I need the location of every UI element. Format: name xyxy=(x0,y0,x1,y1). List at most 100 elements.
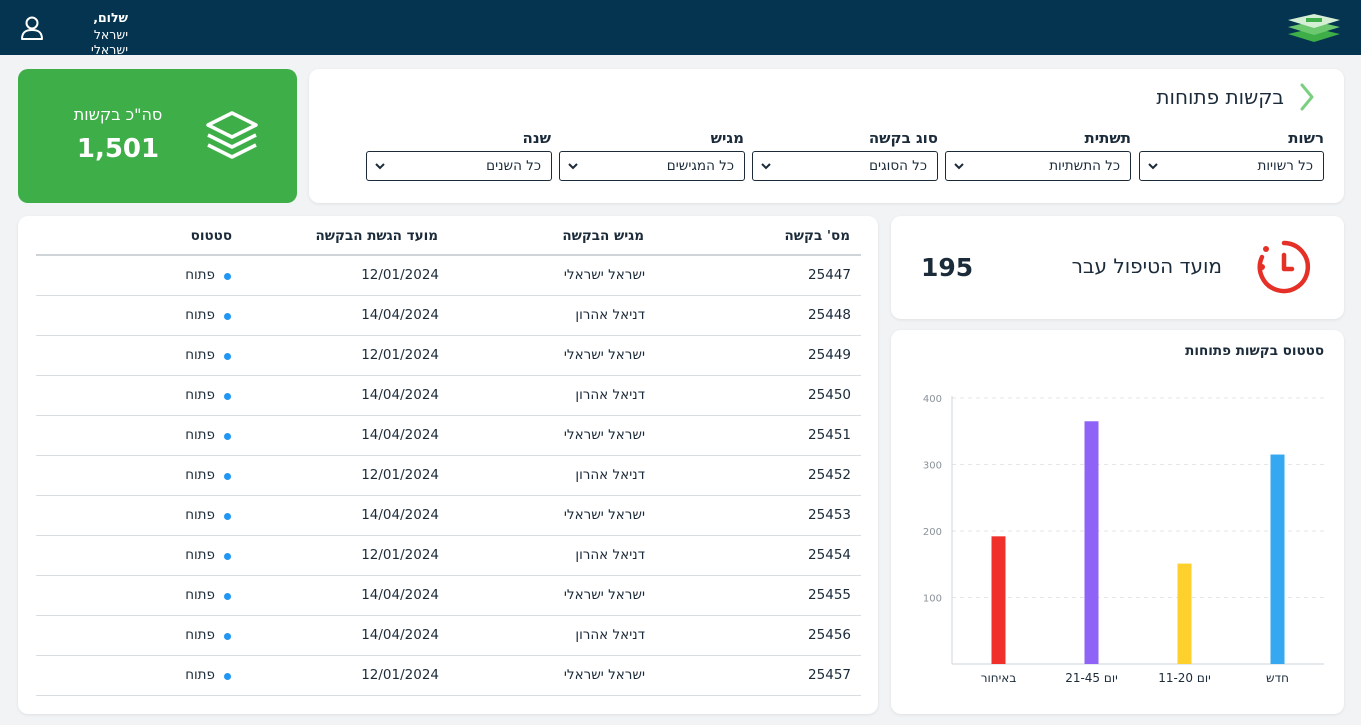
status-text: פתוח xyxy=(185,467,215,483)
status-dot xyxy=(224,473,231,480)
chart-title: סטטוס בקשות פתוחות xyxy=(1185,343,1324,359)
overdue-label: מועד הטיפול עבר xyxy=(1071,254,1222,278)
y-tick-label: 100 xyxy=(923,594,942,605)
requests-table: מס' בקשה מגיש הבקשה מועד הגשת הבקשה סטטו… xyxy=(18,216,878,714)
request-id: 25449 xyxy=(808,347,851,363)
infrastructure-select[interactable]: כל התשתיות xyxy=(945,151,1131,181)
overdue-value: 195 xyxy=(921,253,974,282)
bar xyxy=(1084,421,1099,664)
submitter-name: ישראל ישראלי xyxy=(563,267,645,283)
table-row[interactable]: 25449 ישראל ישראלי 12/01/2024 פתוח xyxy=(36,336,861,376)
table-row[interactable]: 25452 דניאל אהרון 12/01/2024 פתוח xyxy=(36,456,861,496)
x-tick-label: 21-45 יום xyxy=(1065,671,1118,685)
submission-date: 12/01/2024 xyxy=(361,347,439,363)
table-row[interactable]: 25456 דניאל אהרון 14/04/2024 פתוח xyxy=(36,616,861,656)
status-dot xyxy=(224,433,231,440)
status-text: פתוח xyxy=(185,627,215,643)
submission-date: 12/01/2024 xyxy=(361,667,439,683)
request-id: 25454 xyxy=(808,547,851,563)
submission-date: 12/01/2024 xyxy=(361,267,439,283)
submitter-name: ישראל ישראלי xyxy=(563,587,645,603)
submitter-name: דניאל אהרון xyxy=(575,387,645,403)
table-row[interactable]: 25451 ישראל ישראלי 14/04/2024 פתוח xyxy=(36,416,861,456)
top-bar: שלום, ישראל ישראלי xyxy=(0,0,1361,57)
chevron-down-icon xyxy=(375,163,385,170)
status-chart-card: סטטוס בקשות פתוחות 100 200 300 400 באיחור 21-… xyxy=(891,330,1344,714)
submission-date: 14/04/2024 xyxy=(361,507,439,523)
filter-label-year: שנה xyxy=(522,129,551,147)
bar xyxy=(1270,454,1285,664)
table-row[interactable]: 25457 ישראל ישראלי 12/01/2024 פתוח xyxy=(36,656,861,696)
chevron-down-icon xyxy=(568,163,578,170)
request-id: 25455 xyxy=(808,587,851,603)
request-id: 25447 xyxy=(808,267,851,283)
request-id: 25452 xyxy=(808,467,851,483)
table-row[interactable]: 25455 ישראל ישראלי 14/04/2024 פתוח xyxy=(36,576,861,616)
column-header-submitter[interactable]: מגיש הבקשה xyxy=(562,228,644,244)
status-text: פתוח xyxy=(185,307,215,323)
table-row[interactable]: 25448 דניאל אהרון 14/04/2024 פתוח xyxy=(36,296,861,336)
status-dot xyxy=(224,353,231,360)
table-row[interactable]: 25450 דניאל אהרון 14/04/2024 פתוח xyxy=(36,376,861,416)
status-text: פתוח xyxy=(185,267,215,283)
x-tick-label: באיחור xyxy=(981,671,1017,685)
submitter-name: דניאל אהרון xyxy=(575,307,645,323)
username-text: ישראל ישראלי xyxy=(91,27,128,57)
total-requests-label: סה"כ בקשות xyxy=(73,105,163,124)
status-text: פתוח xyxy=(185,427,215,443)
request-id: 25453 xyxy=(808,507,851,523)
authority-select[interactable]: כל רשויות xyxy=(1139,151,1324,181)
request-id: 25451 xyxy=(808,427,851,443)
table-row[interactable]: 25454 דניאל אהרון 12/01/2024 פתוח xyxy=(36,536,861,576)
request-type-select[interactable]: כל הסוגים xyxy=(752,151,938,181)
request-id: 25450 xyxy=(808,387,851,403)
chevron-down-icon xyxy=(761,163,771,170)
year-select[interactable]: כל השנים xyxy=(366,151,552,181)
request-id: 25457 xyxy=(808,667,851,683)
select-value: כל השנים xyxy=(486,158,541,174)
layers-icon xyxy=(206,111,258,159)
column-header-status[interactable]: סטטוס xyxy=(190,228,232,244)
status-text: פתוח xyxy=(185,347,215,363)
status-dot xyxy=(224,673,231,680)
filter-label-submitter: מגיש xyxy=(710,129,744,147)
bar xyxy=(1177,563,1192,664)
submitter-name: דניאל אהרון xyxy=(575,467,645,483)
table-row[interactable]: 25453 ישראל ישראלי 14/04/2024 פתוח xyxy=(36,496,861,536)
status-dot xyxy=(224,633,231,640)
user-icon[interactable] xyxy=(20,15,44,41)
logo-icon[interactable] xyxy=(1288,12,1340,42)
submitter-name: ישראל ישראלי xyxy=(563,667,645,683)
submitter-name: דניאל אהרון xyxy=(575,627,645,643)
status-text: פתוח xyxy=(185,387,215,403)
status-dot xyxy=(224,313,231,320)
column-header-id[interactable]: מס' בקשה xyxy=(784,228,850,244)
status-dot xyxy=(224,273,231,280)
select-value: כל רשויות xyxy=(1257,158,1313,174)
status-dot xyxy=(224,593,231,600)
y-tick-label: 200 xyxy=(923,527,942,538)
select-value: כל התשתיות xyxy=(1049,158,1120,174)
total-requests-value: 1,501 xyxy=(76,134,160,164)
total-requests-card: סה"כ בקשות 1,501 xyxy=(18,69,297,203)
column-header-date[interactable]: מועד הגשת הבקשה xyxy=(315,228,438,244)
status-text: פתוח xyxy=(185,587,215,603)
submitter-name: דניאל אהרון xyxy=(575,547,645,563)
status-dot xyxy=(224,553,231,560)
filter-label-authority: רשות xyxy=(1288,129,1324,147)
timer-icon xyxy=(1257,240,1311,294)
submitter-select[interactable]: כל המגישים xyxy=(559,151,745,181)
status-bar-chart: 100 200 300 400 באיחור 21-45 יום 11-20 יום חדש xyxy=(923,394,1324,685)
submitter-name: ישראל ישראלי xyxy=(563,427,645,443)
chevron-down-icon xyxy=(1148,163,1158,170)
overdue-card: מועד הטיפול עבר 195 xyxy=(891,216,1344,319)
request-id: 25456 xyxy=(808,627,851,643)
page-title: בקשות פתוחות xyxy=(1156,85,1284,109)
table-row[interactable]: 25447 ישראל ישראלי 12/01/2024 פתוח xyxy=(36,256,861,296)
request-id: 25448 xyxy=(808,307,851,323)
chevron-left-icon[interactable] xyxy=(1296,83,1316,111)
x-tick-label: חדש xyxy=(1266,671,1289,685)
filter-label-request-type: סוג בקשה xyxy=(868,129,938,147)
select-value: כל המגישים xyxy=(666,158,734,174)
status-text: פתוח xyxy=(185,667,215,683)
